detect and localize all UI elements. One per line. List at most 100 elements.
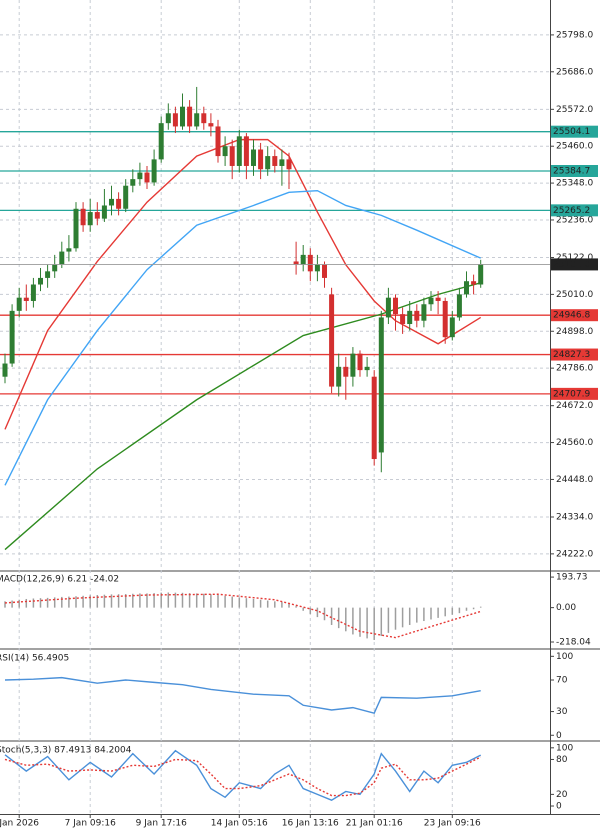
indicator-line: [4, 756, 482, 797]
candle-body: [23, 297, 29, 301]
candle-body: [478, 264, 484, 285]
candle-body: [336, 366, 342, 387]
macd-bar: [465, 607, 468, 611]
candle-body: [357, 353, 363, 371]
candle-body: [201, 113, 207, 124]
y-tick-label: 0: [556, 731, 562, 741]
y-tick-label: 24560.0: [556, 438, 593, 448]
candle-body: [52, 264, 58, 272]
y-tick-label: 100: [556, 652, 573, 662]
macd-bar: [387, 607, 390, 633]
macd-bar: [103, 594, 106, 608]
candle-body: [421, 304, 427, 321]
macd-bar: [210, 594, 212, 608]
macd-bar: [266, 600, 269, 608]
macd-bar: [195, 593, 198, 608]
candle-body: [243, 136, 249, 166]
x-tick-label: 7 Jan 09:16: [65, 819, 117, 829]
macd-bar: [203, 593, 205, 608]
candle-body: [116, 198, 122, 209]
candle-body: [2, 363, 8, 377]
macd-bar: [4, 601, 6, 608]
macd-bar: [444, 607, 446, 617]
macd-bar: [82, 595, 84, 608]
candle-body: [229, 146, 235, 166]
candle-body: [45, 271, 51, 278]
candle-body: [59, 251, 65, 265]
macd-bar: [167, 592, 170, 608]
level-label: 24827.3: [553, 350, 590, 360]
candle-body: [329, 294, 335, 387]
y-tick-label: 24898.0: [556, 327, 593, 337]
candle-body: [87, 212, 93, 226]
panel-title: Stoch(5,3,3) 87.4913 84.2004: [0, 746, 132, 756]
candle-body: [442, 300, 448, 338]
candle-body: [251, 149, 256, 166]
macd-bar: [451, 607, 454, 615]
macd-bar: [295, 606, 297, 608]
level-label: 25384.7: [553, 167, 590, 177]
last-price-label: 25101.0: [553, 260, 590, 270]
macd-bar: [96, 595, 99, 608]
candle-body: [279, 159, 285, 166]
level-label-box: [551, 125, 598, 138]
macd-bar: [437, 607, 439, 618]
macd-bar: [479, 606, 482, 608]
candle-body: [265, 156, 271, 170]
candle-body: [407, 310, 413, 325]
x-tick-label: 16 Jan 13:16: [282, 819, 339, 829]
candle-body: [144, 172, 150, 183]
y-tick-label: 25010.0: [556, 290, 593, 300]
candle-body: [101, 205, 107, 219]
macd-bar: [345, 607, 347, 632]
macd-bar: [259, 599, 262, 608]
candle-body: [137, 172, 143, 180]
macd-bar: [231, 596, 233, 608]
macd-bar: [380, 607, 383, 637]
macd-bar: [11, 600, 13, 608]
candle-body: [385, 297, 391, 318]
macd-bar: [245, 598, 248, 608]
y-tick-label: 25686.0: [556, 67, 593, 77]
macd-bar: [224, 595, 226, 608]
macd-bar: [274, 601, 276, 608]
macd-bar: [53, 597, 56, 608]
y-tick-label: 24672.0: [556, 401, 593, 411]
y-tick-label: 25348.0: [556, 179, 593, 189]
level-label-box: [551, 165, 598, 177]
level-label-box: [551, 348, 598, 361]
macd-bar: [46, 597, 49, 608]
candle-body: [73, 208, 79, 249]
last-price-box: [551, 258, 598, 271]
macd-bar: [124, 594, 127, 608]
macd-bar: [316, 607, 319, 618]
candle-body: [194, 113, 200, 127]
macd-bar: [416, 607, 418, 623]
candle-body: [378, 317, 384, 453]
macd-bar: [430, 607, 432, 620]
y-tick-label: 25798.0: [556, 30, 593, 40]
candle-body: [300, 254, 306, 265]
macd-bar: [153, 593, 155, 608]
macd-bar: [117, 594, 120, 608]
y-tick-label: 30: [556, 707, 568, 717]
y-tick-label: 25122.0: [556, 253, 593, 263]
candle-body: [94, 212, 100, 219]
candle-body: [293, 261, 299, 265]
candle-body: [350, 353, 356, 377]
y-tick-label: 20: [556, 790, 568, 800]
x-tick-label: 23 Jan 09:16: [424, 819, 481, 829]
y-tick-label: 100: [556, 743, 573, 753]
candle-body: [364, 366, 370, 371]
macd-bar: [89, 595, 91, 608]
indicator-line: [4, 749, 482, 801]
candle-body: [314, 264, 320, 272]
candle-body: [151, 159, 157, 183]
macd-bar: [373, 607, 375, 640]
macd-bar: [458, 607, 461, 614]
macd-bar: [323, 607, 326, 621]
indicator-line: [4, 676, 481, 714]
macd-bar: [68, 596, 70, 608]
